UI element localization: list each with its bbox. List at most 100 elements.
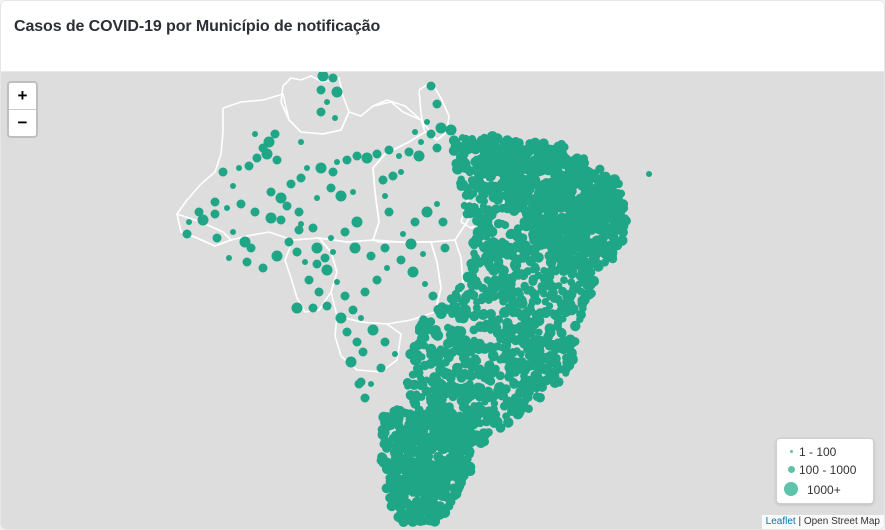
municipality-marker[interactable] — [530, 370, 539, 379]
municipality-marker[interactable] — [395, 424, 405, 433]
municipality-marker[interactable] — [594, 238, 604, 249]
municipality-marker[interactable] — [497, 282, 506, 291]
municipality-marker[interactable] — [445, 124, 457, 136]
municipality-marker[interactable] — [565, 209, 575, 219]
municipality-marker[interactable] — [545, 256, 557, 268]
municipality-marker[interactable] — [440, 492, 450, 502]
municipality-marker[interactable] — [246, 243, 256, 253]
municipality-marker[interactable] — [427, 478, 438, 490]
municipality-marker[interactable] — [331, 86, 343, 98]
municipality-marker[interactable] — [314, 287, 324, 297]
municipality-marker[interactable] — [486, 285, 496, 295]
municipality-marker[interactable] — [556, 344, 565, 354]
municipality-marker[interactable] — [593, 261, 604, 272]
municipality-marker[interactable] — [413, 350, 423, 360]
municipality-marker[interactable] — [468, 136, 477, 145]
municipality-marker[interactable] — [405, 505, 415, 514]
municipality-marker[interactable] — [518, 401, 529, 412]
municipality-marker[interactable] — [340, 227, 350, 237]
municipality-marker[interactable] — [503, 190, 513, 200]
municipality-marker[interactable] — [308, 303, 318, 313]
municipality-marker[interactable] — [239, 236, 251, 248]
municipality-marker[interactable] — [444, 501, 454, 511]
municipality-marker[interactable] — [317, 72, 329, 82]
municipality-marker[interactable] — [414, 405, 424, 415]
municipality-marker[interactable] — [580, 266, 590, 276]
municipality-marker[interactable] — [471, 234, 481, 244]
municipality-marker[interactable] — [561, 247, 570, 256]
municipality-marker[interactable] — [605, 179, 616, 190]
municipality-marker[interactable] — [393, 462, 405, 474]
municipality-marker[interactable] — [508, 348, 518, 358]
municipality-marker[interactable] — [530, 377, 539, 386]
municipality-marker[interactable] — [523, 343, 534, 355]
municipality-marker[interactable] — [567, 186, 577, 196]
municipality-marker[interactable] — [486, 342, 498, 354]
municipality-marker[interactable] — [543, 166, 553, 176]
municipality-marker[interactable] — [498, 163, 507, 173]
municipality-marker[interactable] — [407, 266, 419, 278]
map-container[interactable]: + − 1 - 100 100 - 1000 1000+ Leaflet | O… — [1, 72, 884, 529]
municipality-marker[interactable] — [476, 138, 487, 148]
municipality-marker[interactable] — [500, 327, 511, 338]
municipality-marker[interactable] — [380, 243, 390, 253]
municipality-marker[interactable] — [567, 278, 576, 287]
municipality-marker[interactable] — [570, 257, 580, 267]
municipality-marker[interactable] — [500, 154, 510, 164]
municipality-marker[interactable] — [421, 448, 431, 457]
municipality-marker[interactable] — [601, 230, 610, 239]
municipality-marker[interactable] — [538, 353, 548, 364]
municipality-marker[interactable] — [467, 271, 478, 282]
municipality-marker[interactable] — [514, 141, 524, 152]
municipality-marker[interactable] — [404, 409, 416, 420]
municipality-marker[interactable] — [516, 380, 526, 390]
municipality-marker[interactable] — [266, 187, 276, 197]
municipality-marker[interactable] — [552, 359, 562, 370]
municipality-marker[interactable] — [535, 328, 543, 336]
municipality-marker[interactable] — [537, 382, 547, 392]
municipality-marker[interactable] — [458, 467, 469, 478]
municipality-marker[interactable] — [539, 233, 551, 245]
municipality-marker[interactable] — [519, 217, 529, 227]
municipality-marker[interactable] — [476, 364, 484, 373]
municipality-marker[interactable] — [368, 381, 374, 387]
municipality-marker[interactable] — [416, 324, 426, 334]
municipality-marker[interactable] — [252, 153, 262, 163]
municipality-marker[interactable] — [384, 265, 390, 271]
municipality-marker[interactable] — [470, 336, 479, 345]
municipality-marker[interactable] — [516, 356, 527, 367]
municipality-marker[interactable] — [360, 287, 370, 297]
municipality-marker[interactable] — [488, 263, 499, 274]
municipality-marker[interactable] — [584, 289, 595, 300]
municipality-marker[interactable] — [342, 327, 352, 337]
municipality-marker[interactable] — [463, 392, 472, 400]
brazil-map[interactable] — [1, 72, 884, 529]
municipality-marker[interactable] — [529, 355, 541, 366]
municipality-marker[interactable] — [308, 223, 318, 233]
municipality-marker[interactable] — [538, 179, 548, 189]
municipality-marker[interactable] — [544, 374, 552, 383]
municipality-marker[interactable] — [475, 372, 483, 380]
municipality-marker[interactable] — [420, 251, 426, 257]
municipality-marker[interactable] — [428, 291, 438, 301]
municipality-marker[interactable] — [276, 215, 286, 225]
municipality-marker[interactable] — [444, 381, 455, 392]
municipality-marker[interactable] — [403, 480, 414, 490]
municipality-marker[interactable] — [614, 211, 626, 222]
municipality-marker[interactable] — [530, 334, 540, 344]
municipality-marker[interactable] — [568, 162, 577, 171]
municipality-marker[interactable] — [417, 467, 427, 477]
municipality-marker[interactable] — [473, 344, 484, 355]
municipality-marker[interactable] — [487, 237, 499, 248]
municipality-marker[interactable] — [517, 269, 527, 279]
municipality-marker[interactable] — [328, 167, 338, 177]
municipality-marker[interactable] — [475, 194, 485, 204]
municipality-marker[interactable] — [335, 312, 347, 324]
municipality-marker[interactable] — [472, 303, 481, 312]
municipality-marker[interactable] — [438, 420, 448, 430]
municipality-marker[interactable] — [386, 500, 397, 512]
municipality-marker[interactable] — [469, 311, 480, 322]
municipality-marker[interactable] — [194, 207, 204, 217]
municipality-marker[interactable] — [527, 288, 536, 296]
municipality-marker[interactable] — [549, 292, 557, 301]
